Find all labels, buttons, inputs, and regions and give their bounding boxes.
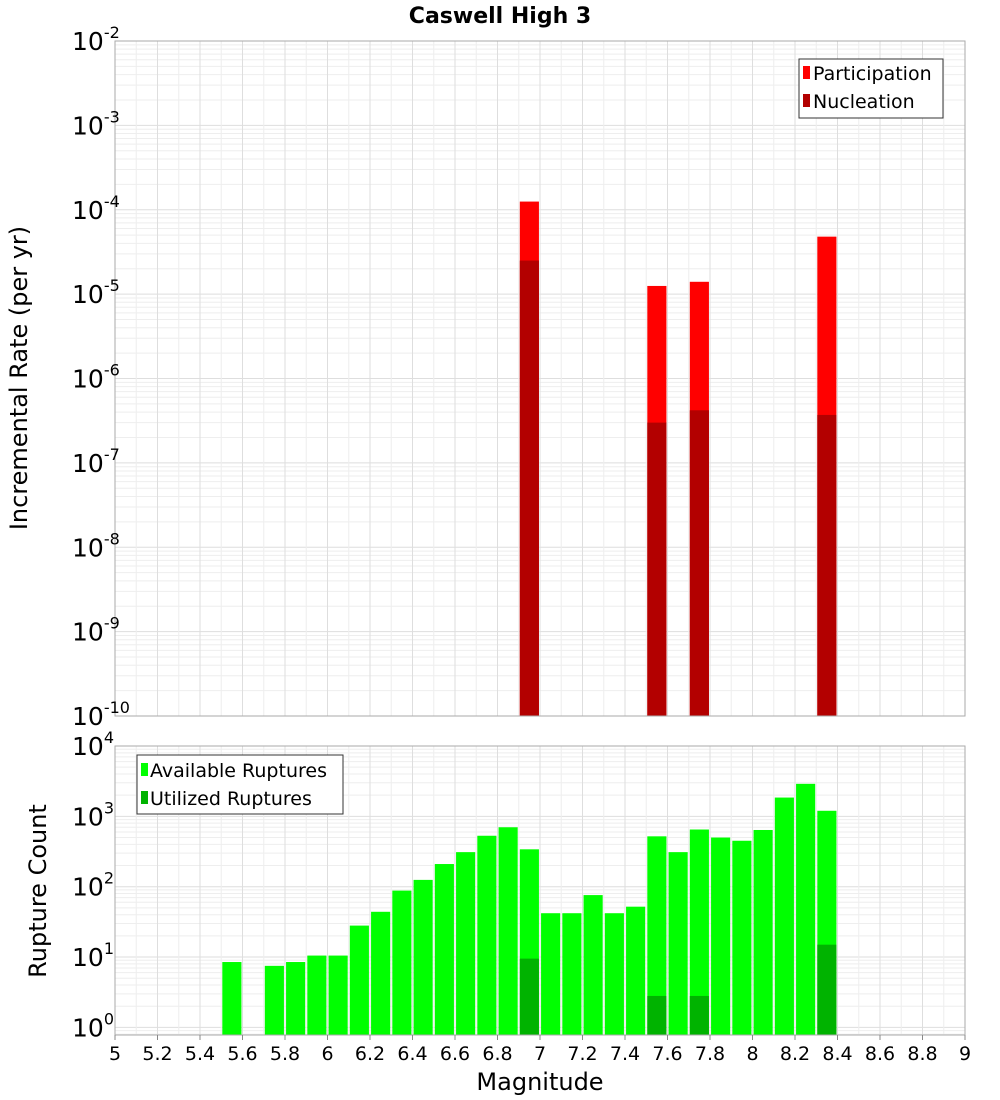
bottom-y-axis-label: Rupture Count (24, 804, 52, 978)
top-legend: Participation Nucleation (798, 58, 944, 119)
x-tick-label: 6.6 (440, 1043, 470, 1065)
y-tick-label: 103 (72, 798, 114, 831)
y-tick-label: 10-8 (72, 529, 120, 562)
bar-available-ruptures (307, 955, 327, 1035)
y-tick-label: 10-2 (72, 23, 120, 56)
bar-available-ruptures (456, 852, 476, 1035)
y-tick-label: 101 (72, 939, 114, 972)
x-tick-label: 7 (534, 1043, 546, 1065)
x-tick-label: 8 (746, 1043, 758, 1065)
x-tick-label: 8.6 (865, 1043, 895, 1065)
x-tick-label: 5.4 (185, 1043, 215, 1065)
bar-available-ruptures (796, 783, 816, 1035)
bar-nucleation (647, 422, 667, 716)
x-tick-label: 5 (109, 1043, 121, 1065)
top-plot-grid (114, 40, 966, 717)
x-tick-label: 8.2 (780, 1043, 810, 1065)
legend-label-utilized: Utilized Ruptures (150, 788, 312, 810)
bottom-plot-bars (222, 783, 837, 1035)
top-y-ticks: 10-2 10-3 10-4 10-5 10-6 10-7 10-8 10-9 10-10 (72, 23, 130, 731)
x-tick-label: 8.8 (907, 1043, 937, 1065)
legend-label-available: Available Ruptures (150, 760, 327, 782)
bar-available-ruptures (286, 962, 306, 1035)
bar-available-ruptures (647, 836, 667, 1035)
legend-swatch-utilized (141, 791, 148, 804)
bar-available-ruptures (668, 852, 688, 1035)
bar-available-ruptures (328, 955, 348, 1035)
bar-available-ruptures (753, 829, 773, 1035)
bottom-y-ticks: 104 103 102 101 100 (72, 728, 114, 1042)
x-tick-label: 6.2 (355, 1043, 385, 1065)
chart-title: Caswell High 3 (409, 4, 591, 29)
y-tick-label: 10-10 (72, 698, 130, 731)
bar-nucleation (817, 414, 837, 716)
bar-utilized-ruptures (647, 995, 667, 1035)
bar-nucleation (519, 260, 539, 716)
bar-available-ruptures (583, 895, 603, 1035)
y-tick-label: 102 (72, 869, 114, 902)
x-axis-label: Magnitude (476, 1068, 603, 1096)
bar-available-ruptures (264, 965, 284, 1035)
bar-available-ruptures (689, 829, 709, 1035)
x-tick-label: 8.4 (822, 1043, 852, 1065)
x-tick-label: 9 (959, 1043, 971, 1065)
bar-available-ruptures (626, 906, 646, 1035)
y-tick-label: 10-6 (72, 361, 120, 394)
bar-available-ruptures (222, 962, 242, 1035)
bar-available-ruptures (392, 890, 412, 1035)
bar-utilized-ruptures (817, 944, 837, 1035)
x-tick-label: 6 (321, 1043, 333, 1065)
y-tick-label: 10-5 (72, 276, 120, 309)
bar-available-ruptures (562, 913, 582, 1035)
x-tick-label: 7.8 (695, 1043, 725, 1065)
bottom-x-ticks: 5 5.2 5.4 5.6 5.8 6 6.2 6.4 6.6 6.8 7 7.2 7.4 7.6 7.8 8… (109, 1035, 971, 1065)
bar-available-ruptures (413, 879, 433, 1035)
y-tick-label: 10-9 (72, 614, 120, 647)
x-tick-label: 5.2 (142, 1043, 172, 1065)
x-tick-label: 7.6 (652, 1043, 682, 1065)
legend-swatch-available (141, 763, 148, 776)
y-tick-label: 100 (72, 1009, 114, 1042)
bar-available-ruptures (732, 840, 752, 1035)
bar-available-ruptures (711, 837, 731, 1035)
x-tick-label: 7.2 (567, 1043, 597, 1065)
y-tick-label: 10-3 (72, 107, 120, 140)
x-tick-label: 5.6 (227, 1043, 257, 1065)
x-tick-label: 6.8 (482, 1043, 512, 1065)
bottom-legend: Available Ruptures Utilized Ruptures (136, 754, 344, 815)
bar-available-ruptures (349, 925, 369, 1035)
x-tick-label: 5.8 (270, 1043, 300, 1065)
bar-nucleation (689, 410, 709, 716)
y-tick-label: 104 (72, 728, 114, 761)
legend-swatch-nucleation (803, 94, 810, 107)
bar-utilized-ruptures (689, 995, 709, 1035)
bar-utilized-ruptures (519, 958, 539, 1035)
legend-swatch-participation (803, 66, 810, 79)
bar-available-ruptures (541, 913, 561, 1035)
x-tick-label: 6.4 (397, 1043, 427, 1065)
y-tick-label: 10-4 (72, 192, 120, 225)
legend-label-participation: Participation (813, 63, 932, 85)
legend-label-nucleation: Nucleation (813, 91, 915, 113)
y-tick-label: 10-7 (72, 445, 120, 478)
x-tick-label: 7.4 (610, 1043, 640, 1065)
bar-available-ruptures (498, 827, 518, 1035)
bar-available-ruptures (774, 797, 794, 1035)
bar-available-ruptures (604, 913, 624, 1035)
bar-available-ruptures (477, 835, 497, 1035)
bar-available-ruptures (371, 911, 391, 1035)
top-plot-bars (519, 201, 837, 716)
top-plot-frame (114, 40, 966, 717)
bar-available-ruptures (434, 864, 454, 1035)
top-y-axis-label: Incremental Rate (per yr) (5, 226, 33, 530)
